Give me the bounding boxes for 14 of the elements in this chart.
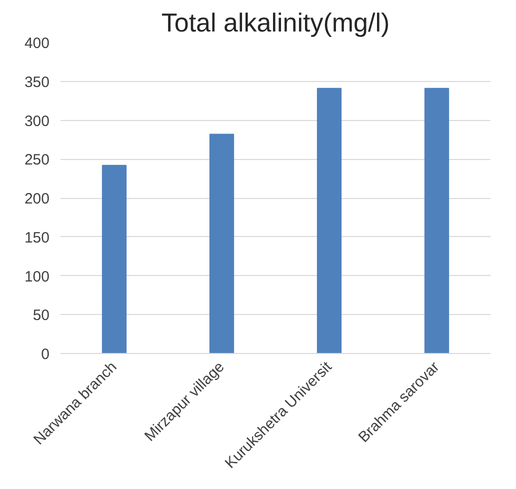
bar [209, 134, 234, 354]
y-tick-label: 50 [32, 307, 50, 324]
y-tick-label: 100 [24, 268, 50, 286]
chart-title: Total alkalinity(mg/l) [161, 8, 390, 38]
y-tick-label: 250 [24, 152, 50, 169]
y-tick-label: 300 [24, 112, 50, 130]
y-tick-label: 0 [41, 346, 50, 363]
bar [424, 88, 450, 354]
y-tick-label: 150 [24, 229, 50, 246]
y-tick-label: 200 [24, 190, 50, 208]
bar [316, 88, 342, 354]
y-tick-label: 350 [24, 74, 50, 91]
bar [102, 164, 127, 354]
y-tick-label: 400 [24, 35, 50, 52]
